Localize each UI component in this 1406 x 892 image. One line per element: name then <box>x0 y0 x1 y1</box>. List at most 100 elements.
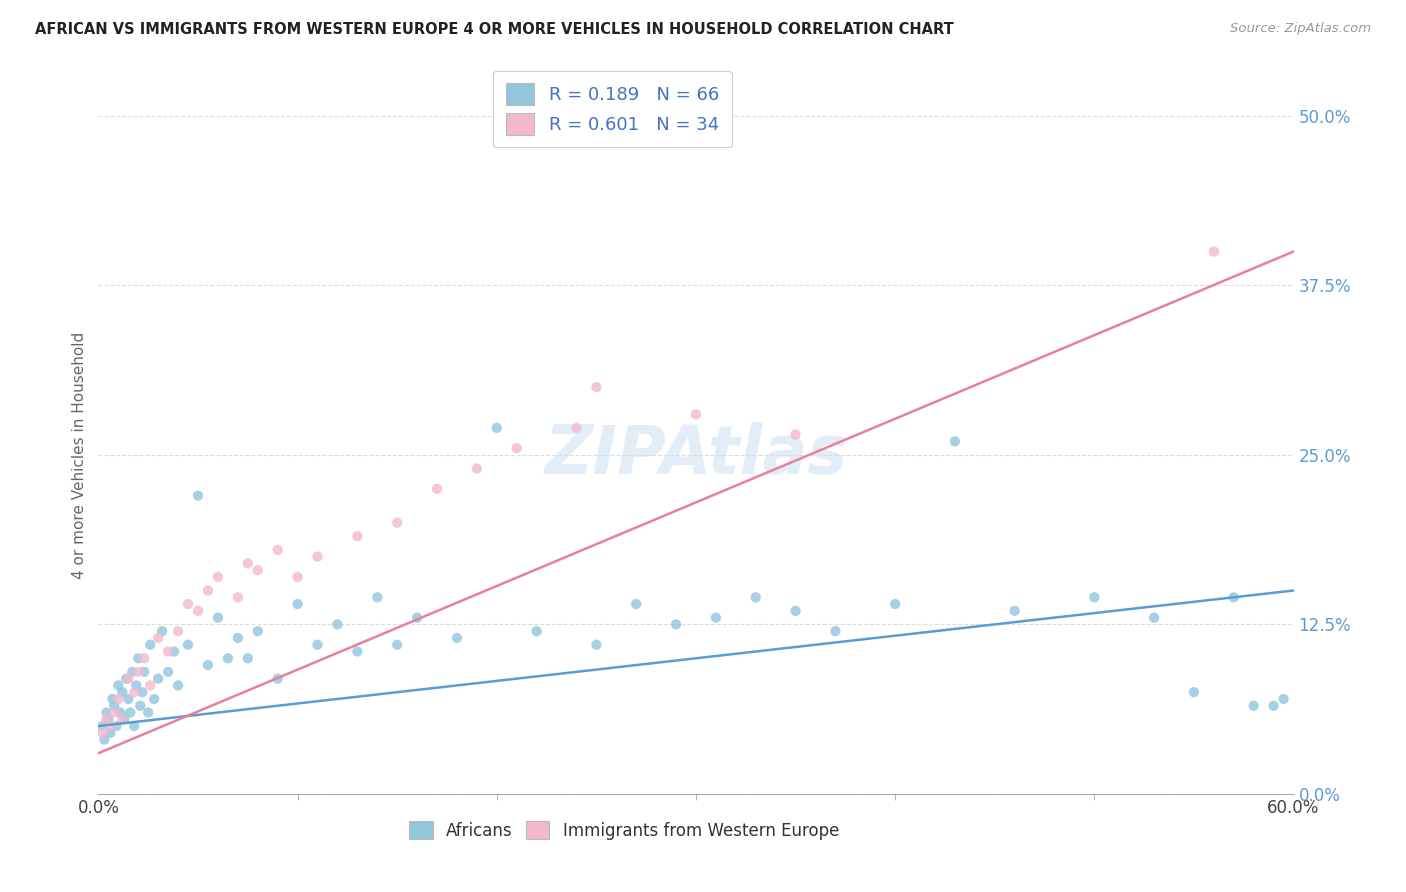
Point <box>1272 692 1295 706</box>
Point <box>1243 698 1265 713</box>
Point <box>585 638 607 652</box>
Point <box>287 570 309 584</box>
Point <box>107 678 129 692</box>
Point <box>134 651 156 665</box>
Point <box>127 665 149 679</box>
Point <box>167 624 190 639</box>
Point <box>96 706 118 720</box>
Point <box>124 685 146 699</box>
Point <box>111 712 134 726</box>
Point <box>177 638 200 652</box>
Point <box>111 685 134 699</box>
Point <box>366 591 388 605</box>
Y-axis label: 4 or more Vehicles in Household: 4 or more Vehicles in Household <box>72 331 87 579</box>
Point <box>129 698 152 713</box>
Point <box>117 672 139 686</box>
Point <box>287 597 309 611</box>
Point <box>98 726 122 740</box>
Point <box>103 706 125 720</box>
Point <box>943 434 966 449</box>
Point <box>565 421 588 435</box>
Point <box>148 672 170 686</box>
Point <box>121 665 143 679</box>
Point <box>197 583 219 598</box>
Point <box>1263 698 1285 713</box>
Point <box>465 461 488 475</box>
Text: Source: ZipAtlas.com: Source: ZipAtlas.com <box>1230 22 1371 36</box>
Point <box>139 678 162 692</box>
Point <box>136 706 159 720</box>
Point <box>207 570 229 584</box>
Point <box>626 597 648 611</box>
Point <box>120 706 142 720</box>
Point <box>150 624 173 639</box>
Point <box>91 726 114 740</box>
Point <box>115 672 138 686</box>
Point <box>267 672 290 686</box>
Point <box>1223 591 1246 605</box>
Point <box>446 631 468 645</box>
Point <box>93 732 115 747</box>
Point <box>326 617 349 632</box>
Point <box>236 651 259 665</box>
Point <box>1202 244 1225 259</box>
Text: ZIPAtlas: ZIPAtlas <box>544 422 848 488</box>
Point <box>267 542 290 557</box>
Point <box>704 610 727 624</box>
Point <box>217 651 239 665</box>
Point <box>246 624 269 639</box>
Point <box>207 610 229 624</box>
Point <box>157 644 180 658</box>
Point <box>346 529 368 543</box>
Point <box>197 658 219 673</box>
Point <box>506 441 529 455</box>
Point <box>824 624 846 639</box>
Point <box>236 557 259 571</box>
Point <box>1004 604 1026 618</box>
Point <box>1083 591 1105 605</box>
Point <box>1143 610 1166 624</box>
Point <box>745 591 768 605</box>
Point <box>526 624 548 639</box>
Point <box>157 665 180 679</box>
Point <box>426 482 449 496</box>
Point <box>226 631 249 645</box>
Point <box>112 712 135 726</box>
Point <box>307 549 329 564</box>
Point <box>884 597 907 611</box>
Point <box>124 719 146 733</box>
Point <box>91 719 114 733</box>
Point <box>187 489 209 503</box>
Point <box>665 617 688 632</box>
Point <box>101 692 124 706</box>
Point <box>107 692 129 706</box>
Point <box>105 719 128 733</box>
Point <box>98 719 122 733</box>
Point <box>307 638 329 652</box>
Point <box>139 638 162 652</box>
Point <box>1182 685 1205 699</box>
Point <box>246 563 269 577</box>
Point <box>110 706 132 720</box>
Point <box>167 678 190 692</box>
Point <box>785 427 807 442</box>
Point <box>134 665 156 679</box>
Point <box>187 604 209 618</box>
Point <box>346 644 368 658</box>
Point <box>127 651 149 665</box>
Point <box>163 644 186 658</box>
Point <box>96 712 118 726</box>
Point <box>385 638 409 652</box>
Point <box>131 685 153 699</box>
Point <box>97 712 120 726</box>
Point <box>103 698 125 713</box>
Point <box>585 380 607 394</box>
Point <box>485 421 508 435</box>
Point <box>406 610 429 624</box>
Point <box>117 692 139 706</box>
Point <box>125 678 148 692</box>
Legend: Africans, Immigrants from Western Europe: Africans, Immigrants from Western Europe <box>402 814 846 847</box>
Point <box>143 692 166 706</box>
Point <box>148 631 170 645</box>
Point <box>785 604 807 618</box>
